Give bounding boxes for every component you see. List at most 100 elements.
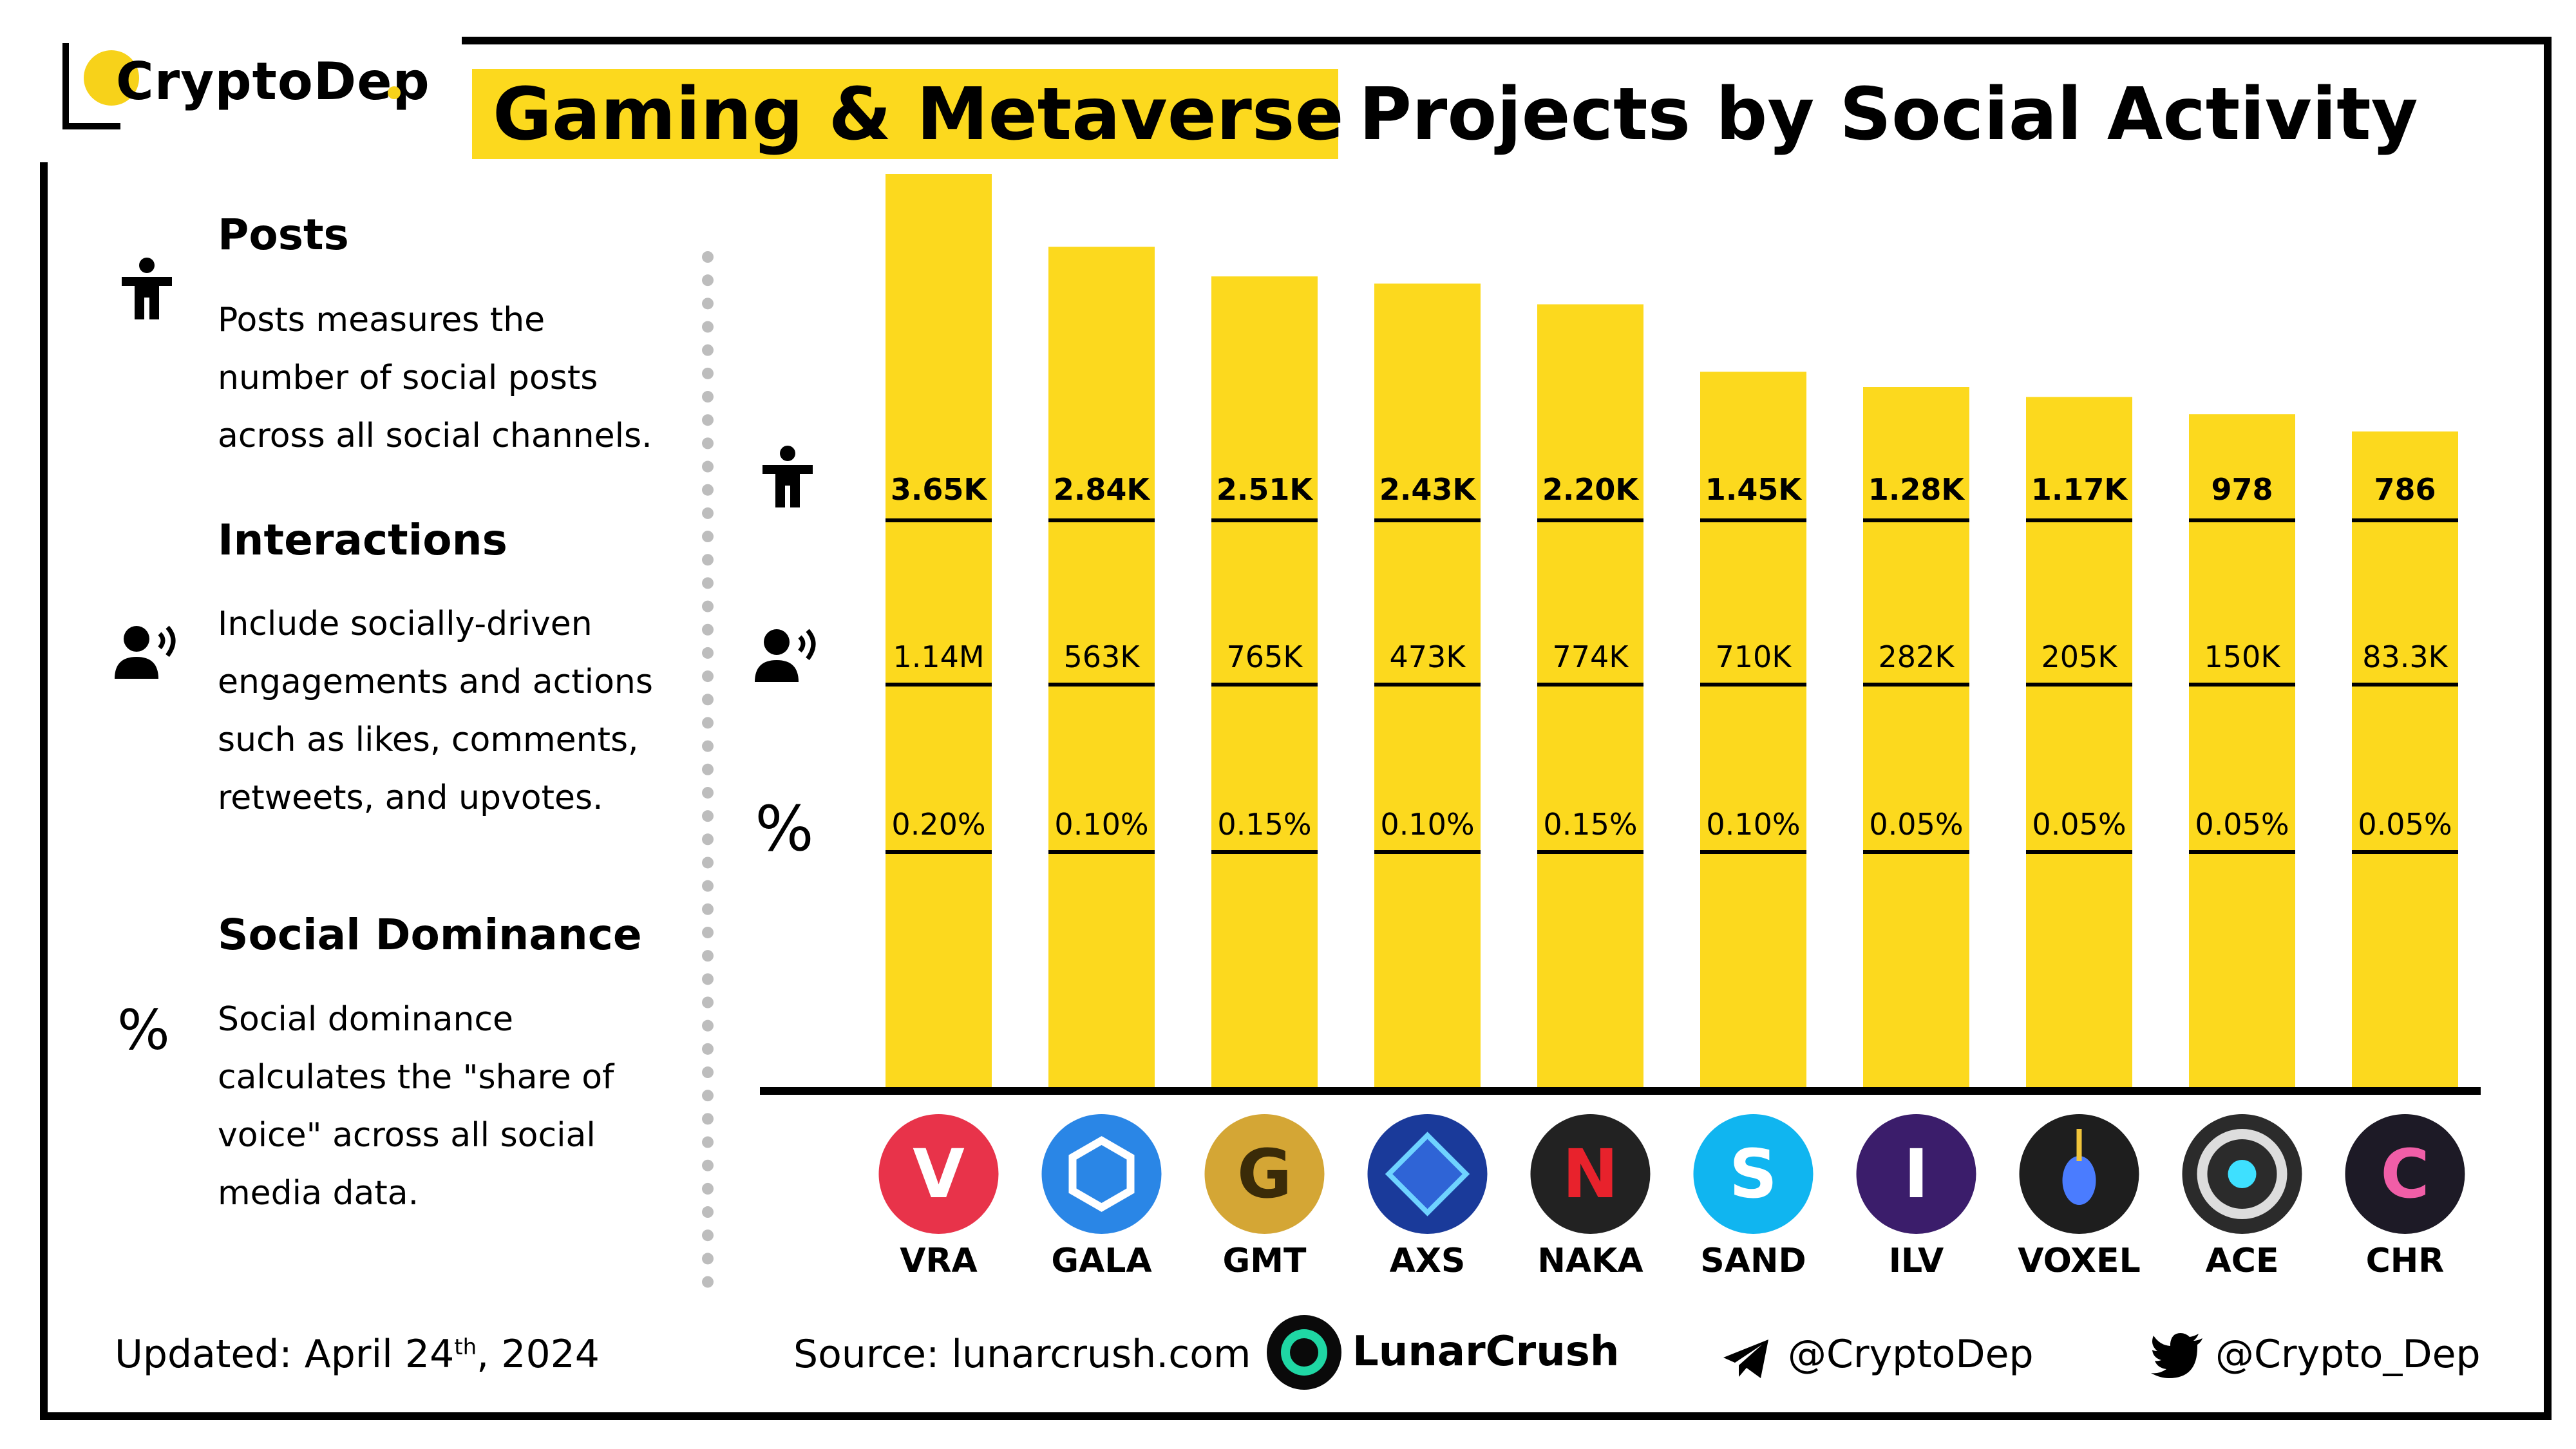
lunarcrush-icon <box>1267 1315 1341 1390</box>
lunarcrush-wordmark: LunarCrush <box>1352 1328 1620 1376</box>
legend-posts-line: across all social channels. <box>218 417 652 455</box>
ace-dot-icon <box>2228 1160 2257 1188</box>
category-label: AXS <box>1390 1242 1466 1280</box>
posts-label: 2.20K <box>1542 472 1640 507</box>
logo-disc <box>1041 1114 1162 1234</box>
bar-ilv <box>1863 387 1969 1088</box>
row-divider <box>1211 850 1318 854</box>
row-divider <box>2189 850 2295 854</box>
row-divider <box>2189 518 2295 522</box>
row-divider <box>2026 518 2132 522</box>
row-symbol-posts <box>762 446 813 507</box>
interactions-label: 1.14M <box>893 639 984 674</box>
logo-disc <box>1693 1114 1814 1234</box>
logo-yellow-dot <box>84 50 139 106</box>
row-divider <box>1374 518 1481 522</box>
dominance-label: 0.10% <box>1054 807 1148 842</box>
bar-voxel <box>2026 397 2132 1089</box>
category-label: GALA <box>1051 1242 1151 1280</box>
row-divider <box>1374 683 1481 687</box>
updated-date-year: , 2024 <box>477 1332 600 1377</box>
gala-logo <box>1041 1114 1162 1234</box>
row-divider <box>2352 683 2458 687</box>
row-divider <box>2189 683 2295 687</box>
frame-right <box>2544 37 2552 1420</box>
telegram-handle[interactable]: @CryptoDep <box>1788 1332 2034 1377</box>
legend-dominance-line: voice" across all social <box>218 1116 596 1155</box>
legend-dominance-heading: Social Dominance <box>218 910 642 960</box>
legend-interactions-heading: Interactions <box>218 515 507 565</box>
row-divider <box>2352 850 2458 854</box>
chr-logo: C <box>2345 1114 2465 1234</box>
legend-interactions-line: retweets, and upvotes. <box>218 779 603 817</box>
telegram-icon <box>1723 1340 1768 1378</box>
bar-chr <box>2352 431 2458 1088</box>
logo-corner-mark <box>62 43 120 129</box>
row-divider <box>1211 518 1318 522</box>
row-divider <box>1700 850 1806 854</box>
category-label: VRA <box>900 1242 978 1280</box>
twitter-handle[interactable]: @Crypto_Dep <box>2215 1332 2481 1377</box>
row-divider <box>1048 518 1155 522</box>
bar-gala <box>1048 247 1155 1089</box>
gala-hex-icon <box>1068 1136 1135 1212</box>
row-symbol-interactions <box>755 629 816 682</box>
row-divider <box>1374 850 1481 854</box>
gmt-logo-glyph: G <box>1237 1135 1292 1213</box>
frame-top <box>462 37 2552 44</box>
updated-date-sup: th <box>454 1334 477 1360</box>
legend-dominance-description: Social dominance calculates the "share o… <box>218 990 668 1222</box>
interactions-label: 83.3K <box>2362 639 2448 674</box>
interactions-label: 774K <box>1553 639 1630 674</box>
row-divider <box>1048 683 1155 687</box>
row-divider <box>886 850 992 854</box>
posts-label: 1.28K <box>1868 472 1965 507</box>
posts-label: 2.43K <box>1379 472 1477 507</box>
row-divider <box>1700 683 1806 687</box>
x-axis-baseline <box>760 1087 2481 1095</box>
updated-label: Updated: <box>115 1332 292 1377</box>
row-divider <box>1537 850 1643 854</box>
posts-label: 1.45K <box>1705 472 1803 507</box>
bar-sand <box>1700 372 1806 1088</box>
ilv-logo-glyph: I <box>1904 1135 1929 1213</box>
dominance-label: 0.15% <box>1543 807 1637 842</box>
row-divider <box>2352 518 2458 522</box>
dominance-label: 0.05% <box>2358 807 2452 842</box>
source-label: Source: <box>793 1332 940 1377</box>
logo-disc <box>2345 1114 2465 1234</box>
voxel-logo <box>2019 1114 2139 1234</box>
ace-logo <box>2182 1114 2302 1234</box>
title-rest: Projects by Social Activity <box>1359 73 2418 156</box>
logo-disc <box>878 1114 999 1234</box>
category-label: VOXEL <box>2018 1242 2140 1280</box>
gmt-logo: G <box>1204 1114 1325 1234</box>
dominance-label: 0.05% <box>1869 807 1963 842</box>
dominance-label: 0.05% <box>2195 807 2289 842</box>
title-highlight: Gaming & Metaverse <box>493 73 1344 156</box>
row-divider <box>1537 518 1643 522</box>
voxel-sword-icon <box>2076 1129 2082 1161</box>
logo-disc <box>1204 1114 1325 1234</box>
legend-posts-line: Posts measures the <box>218 301 545 339</box>
row-divider <box>1863 518 1969 522</box>
vra-logo: V <box>878 1114 999 1234</box>
ilv-logo: I <box>1856 1114 1976 1234</box>
legend-dominance-line: calculates the "share of <box>218 1058 614 1097</box>
posts-label: 978 <box>2211 472 2273 507</box>
axs-logo <box>1367 1114 1488 1234</box>
posts-label: 1.17K <box>2031 472 2128 507</box>
legend-separator <box>702 251 714 1288</box>
source-link[interactable]: lunarcrush.com <box>951 1332 1251 1377</box>
legend-dominance-line: media data. <box>218 1174 419 1213</box>
ace-ring-icon <box>2197 1129 2287 1219</box>
dominance-label: 0.15% <box>1217 807 1311 842</box>
row-divider <box>2026 850 2132 854</box>
interactions-label: 282K <box>1879 639 1956 674</box>
frame-left <box>40 162 48 1420</box>
row-divider <box>886 683 992 687</box>
row-symbol-dominance: % <box>755 793 813 865</box>
dominance-label: 0.10% <box>1380 807 1474 842</box>
legend-dominance-line: Social dominance <box>218 1000 513 1039</box>
interactions-label: 710K <box>1716 639 1793 674</box>
